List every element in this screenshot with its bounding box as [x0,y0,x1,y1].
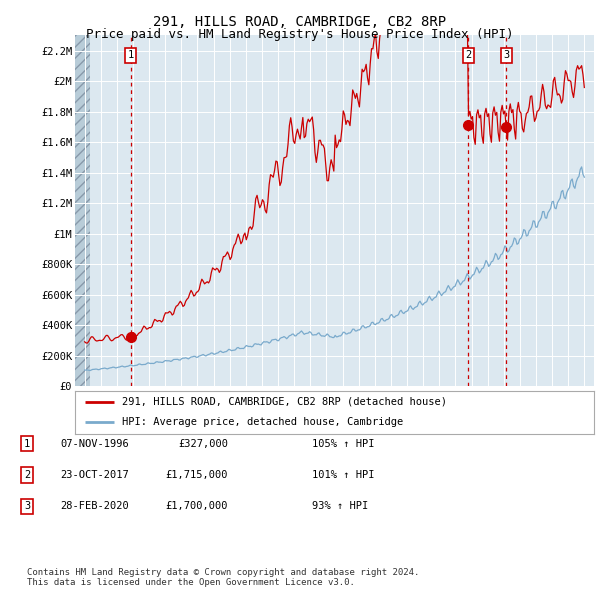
Text: 2: 2 [24,470,30,480]
Text: 1: 1 [24,439,30,448]
Text: 2: 2 [466,50,472,60]
Text: 291, HILLS ROAD, CAMBRIDGE, CB2 8RP: 291, HILLS ROAD, CAMBRIDGE, CB2 8RP [154,15,446,30]
Text: £327,000: £327,000 [178,439,228,448]
Text: 93% ↑ HPI: 93% ↑ HPI [312,502,368,511]
Text: 1: 1 [127,50,134,60]
Text: HPI: Average price, detached house, Cambridge: HPI: Average price, detached house, Camb… [122,417,403,427]
Text: 23-OCT-2017: 23-OCT-2017 [60,470,129,480]
Text: Contains HM Land Registry data © Crown copyright and database right 2024.
This d: Contains HM Land Registry data © Crown c… [27,568,419,587]
Text: 291, HILLS ROAD, CAMBRIDGE, CB2 8RP (detached house): 291, HILLS ROAD, CAMBRIDGE, CB2 8RP (det… [122,397,447,407]
Text: Price paid vs. HM Land Registry's House Price Index (HPI): Price paid vs. HM Land Registry's House … [86,28,514,41]
Text: 3: 3 [503,50,509,60]
Text: 07-NOV-1996: 07-NOV-1996 [60,439,129,448]
Text: 101% ↑ HPI: 101% ↑ HPI [312,470,374,480]
Text: 3: 3 [24,502,30,511]
Text: £1,700,000: £1,700,000 [166,502,228,511]
Text: 105% ↑ HPI: 105% ↑ HPI [312,439,374,448]
Text: 28-FEB-2020: 28-FEB-2020 [60,502,129,511]
Text: £1,715,000: £1,715,000 [166,470,228,480]
